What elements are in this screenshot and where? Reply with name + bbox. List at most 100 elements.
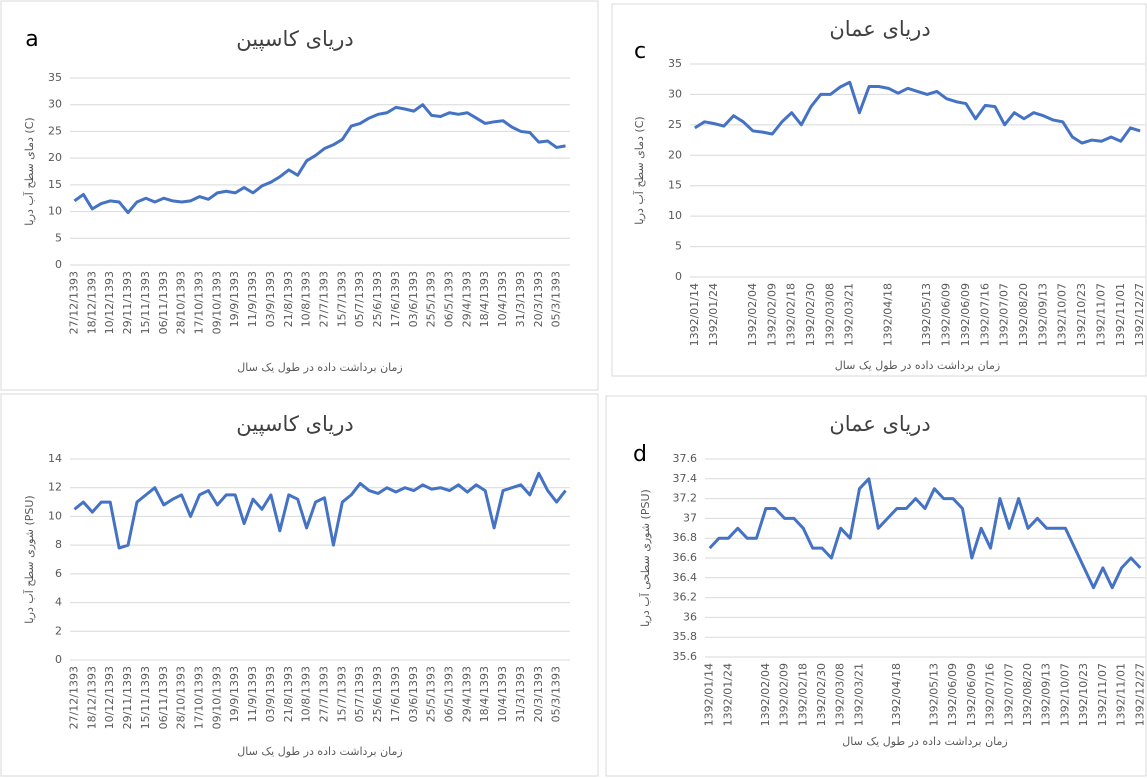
x-tick-label: 27/12/1393 — [67, 666, 80, 729]
x-tick-label: 1392/12/27 — [1133, 663, 1146, 726]
x-tick-label: 05/3/1393 — [550, 666, 563, 722]
x-tick-label: 03/9/1393 — [264, 666, 277, 722]
x-tick-label: 1392/07/07 — [998, 283, 1011, 346]
x-tick-label: 17/10/1393 — [192, 666, 205, 729]
x-tick-label: 20/3/1393 — [532, 271, 545, 327]
chart-title: دریای عمان — [829, 412, 930, 436]
x-tick-label: 1392/03/21 — [843, 283, 856, 346]
x-tick-label: 1392/10/23 — [1075, 283, 1088, 346]
x-tick-label: 27/7/1393 — [317, 271, 330, 327]
x-tick-label: 29/4/1393 — [460, 666, 473, 722]
x-axis-label: زمان برداشت داده در طول یک سال — [835, 359, 1000, 372]
x-tick-label: 29/11/1393 — [121, 271, 134, 334]
x-tick-label: 1392/05/13 — [927, 663, 940, 726]
y-tick-label: 36 — [683, 610, 697, 623]
x-tick-label: 27/7/1393 — [317, 666, 330, 722]
x-tick-label: 25/6/1393 — [371, 271, 384, 327]
x-axis-label: زمان برداشت داده در طول یک سال — [842, 735, 1007, 748]
x-tick-label: 03/9/1393 — [264, 271, 277, 327]
x-tick-label: 06/5/1393 — [442, 666, 455, 722]
y-tick-label: 10 — [668, 209, 682, 222]
y-tick-label: 36.6 — [673, 551, 698, 564]
x-tick-label: 09/10/1393 — [210, 666, 223, 729]
x-tick-label: 19/9/1393 — [228, 271, 241, 327]
x-tick-label: 25/5/1393 — [425, 271, 438, 327]
x-tick-label: 1392/04/18 — [890, 663, 903, 726]
y-tick-label: 8 — [55, 538, 62, 551]
data-line — [694, 80, 1141, 145]
y-tick-label: 35.6 — [673, 650, 698, 663]
x-tick-label: 1392/12/27 — [1133, 283, 1146, 346]
x-tick-label: 03/6/1393 — [407, 271, 420, 327]
y-tick-label: 37.2 — [673, 492, 698, 505]
x-tick-label: 1392/08/20 — [1017, 283, 1030, 346]
panel-label: a — [25, 27, 38, 52]
x-tick-label: 1392/09/13 — [1040, 663, 1053, 726]
x-tick-label: 1392/11/01 — [1114, 283, 1127, 346]
x-tick-label: 1392/02/04 — [746, 283, 759, 346]
x-tick-label: 1392/02/30 — [815, 663, 828, 726]
y-tick-label: 5 — [675, 240, 682, 253]
x-tick-label: 1392/02/09 — [765, 283, 778, 346]
chart-title: دریای کاسپین — [236, 412, 354, 436]
x-tick-label: 1392/06/09 — [965, 663, 978, 726]
x-tick-label: 1392/01/14 — [703, 663, 716, 726]
x-tick-label: 31/3/1393 — [514, 271, 527, 327]
x-tick-label: 1392/10/07 — [1056, 283, 1069, 346]
panel-border — [0, 393, 599, 777]
x-tick-label: 1392/04/18 — [881, 283, 894, 346]
y-tick-label: 36.4 — [673, 571, 698, 584]
x-tick-label: 03/6/1393 — [407, 666, 420, 722]
x-tick-label: 06/5/1393 — [442, 271, 455, 327]
y-tick-label: 25 — [668, 118, 682, 131]
x-tick-label: 1392/02/04 — [759, 663, 772, 726]
x-tick-label: 21/8/1393 — [282, 666, 295, 722]
x-tick-label: 1392/05/13 — [920, 283, 933, 346]
x-tick-label: 21/8/1393 — [282, 271, 295, 327]
x-tick-label: 09/10/1393 — [210, 271, 223, 334]
data-line — [73, 103, 566, 215]
x-tick-label: 05/7/1393 — [353, 666, 366, 722]
x-tick-label: 19/9/1393 — [228, 666, 241, 722]
x-tick-label: 29/4/1393 — [460, 271, 473, 327]
y-tick-label: 6 — [55, 567, 62, 580]
y-tick-label: 36.2 — [673, 591, 698, 604]
x-tick-label: 10/4/1393 — [496, 666, 509, 722]
y-tick-label: 25 — [48, 124, 62, 137]
y-tick-label: 15 — [668, 179, 682, 192]
x-tick-label: 20/3/1393 — [532, 666, 545, 722]
y-tick-label: 36.8 — [673, 531, 698, 544]
x-tick-label: 1392/09/13 — [1036, 283, 1049, 346]
x-tick-label: 17/6/1393 — [389, 271, 402, 327]
y-tick-label: 20 — [48, 151, 62, 164]
x-tick-label: 1392/01/24 — [721, 663, 734, 726]
y-tick-label: 30 — [668, 87, 682, 100]
y-tick-label: 0 — [55, 653, 62, 666]
x-tick-label: 17/6/1393 — [389, 666, 402, 722]
y-tick-label: 4 — [55, 596, 62, 609]
x-tick-label: 28/10/1393 — [175, 271, 188, 334]
y-tick-label: 10 — [48, 205, 62, 218]
x-tick-label: 15/7/1393 — [335, 271, 348, 327]
panel-border — [611, 3, 1147, 377]
x-tick-label: 31/3/1393 — [514, 666, 527, 722]
x-tick-label: 29/11/1393 — [121, 666, 134, 729]
y-tick-label: 12 — [48, 481, 62, 494]
x-axis-label: زمان برداشت داده در طول یک سال — [237, 745, 402, 758]
x-tick-label: 1392/02/18 — [796, 663, 809, 726]
x-tick-label: 1392/02/30 — [804, 283, 817, 346]
x-tick-label: 18/4/1393 — [478, 666, 491, 722]
x-tick-label: 1392/06/09 — [946, 663, 959, 726]
x-tick-label: 1392/11/01 — [1115, 663, 1128, 726]
x-tick-label: 25/6/1393 — [371, 666, 384, 722]
x-tick-label: 06/11/1393 — [157, 271, 170, 334]
x-tick-label: 1392/03/21 — [852, 663, 865, 726]
x-tick-label: 27/12/1393 — [67, 271, 80, 334]
x-tick-label: 1392/11/07 — [1096, 663, 1109, 726]
x-tick-label: 10/4/1393 — [496, 271, 509, 327]
x-tick-label: 05/3/1393 — [550, 271, 563, 327]
x-tick-label: 1392/11/07 — [1094, 283, 1107, 346]
data-line — [708, 477, 1142, 590]
y-tick-label: 0 — [55, 258, 62, 271]
